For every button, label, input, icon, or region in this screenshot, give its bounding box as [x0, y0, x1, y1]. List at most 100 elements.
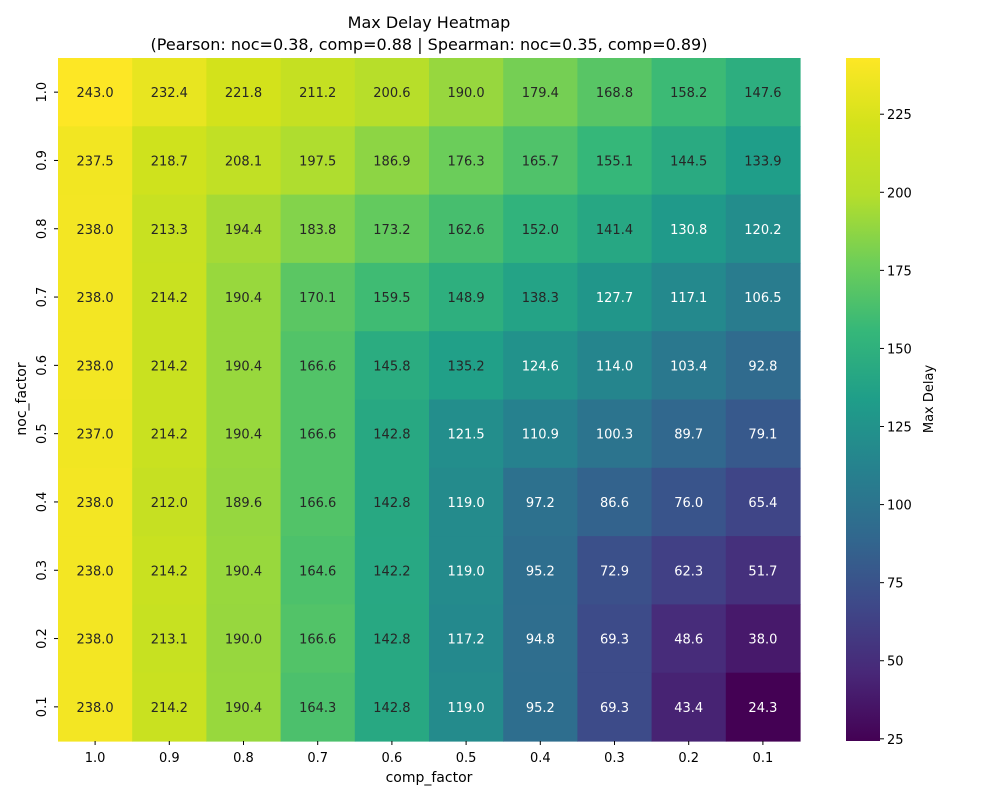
- colorbar-tick-label: 125: [887, 421, 912, 436]
- y-tick-label: 0.1: [35, 697, 50, 718]
- cell-value-label: 190.0: [447, 86, 484, 101]
- heatmap-cell: [58, 126, 133, 196]
- cell-value-label: 212.0: [151, 496, 188, 511]
- cell-value-label: 190.4: [225, 564, 262, 579]
- heatmap-cell: [503, 536, 578, 605]
- heatmap-cell: [651, 262, 727, 332]
- heatmap-cell: [651, 467, 727, 537]
- cell-value-label: 38.0: [748, 633, 777, 648]
- heatmap-cell: [651, 399, 727, 469]
- x-tick-label: 0.8: [233, 751, 254, 766]
- cell-value-label: 94.8: [526, 633, 555, 648]
- cell-value-label: 155.1: [596, 154, 633, 169]
- cell-value-label: 48.6: [674, 633, 703, 648]
- heatmap-cell: [280, 331, 356, 401]
- cell-value-label: 243.0: [76, 86, 113, 101]
- heatmap-cell: [577, 331, 653, 401]
- heatmap-cell: [58, 331, 133, 401]
- heatmap-cell: [206, 331, 282, 401]
- heatmap-cell: [725, 467, 801, 537]
- cell-value-label: 194.4: [225, 223, 262, 238]
- heatmap-cell: [280, 467, 356, 537]
- cell-value-label: 97.2: [526, 496, 555, 511]
- cell-value-label: 183.8: [299, 223, 336, 238]
- cell-value-label: 168.8: [596, 86, 633, 101]
- heatmap-cell: [280, 194, 356, 264]
- heatmap-cell: [503, 262, 578, 332]
- heatmap-cell: [280, 672, 356, 742]
- heatmap-cell: [206, 262, 282, 332]
- cell-value-label: 213.1: [151, 633, 188, 648]
- heatmap-cell: [280, 399, 356, 469]
- heatmap-cell: [429, 672, 504, 742]
- heatmap-cell: [503, 194, 578, 264]
- cell-value-label: 142.2: [373, 564, 410, 579]
- colorbar-tick-label: 75: [887, 577, 904, 592]
- heatmap-cell: [429, 399, 504, 469]
- cell-value-label: 200.6: [373, 86, 410, 101]
- heatmap-cell: [725, 536, 801, 605]
- cell-value-label: 190.4: [225, 428, 262, 443]
- heatmap-cell: [503, 58, 578, 127]
- heatmap-cell: [577, 672, 653, 742]
- heatmap-cell: [58, 262, 133, 332]
- chart-title: Max Delay Heatmap: [348, 13, 511, 32]
- heatmap-cell: [58, 194, 133, 264]
- cell-value-label: 130.8: [670, 223, 707, 238]
- colorbar-tick-label: 175: [887, 264, 912, 279]
- heatmap-cell: [651, 331, 727, 401]
- heatmap-cell: [354, 194, 430, 264]
- colorbar-tick-label: 225: [887, 108, 912, 123]
- cell-value-label: 218.7: [151, 154, 188, 169]
- cell-value-label: 110.9: [522, 428, 559, 443]
- cell-value-label: 114.0: [596, 359, 633, 374]
- heatmap-cell: [725, 126, 801, 196]
- cell-value-label: 189.6: [225, 496, 262, 511]
- cell-value-label: 238.0: [76, 223, 113, 238]
- colorbar-axis: 25 50 75 100 125 150 175 200 225: [880, 108, 912, 748]
- colorbar-tick-label: 150: [887, 342, 912, 357]
- cell-value-label: 76.0: [674, 496, 703, 511]
- cell-value-label: 159.5: [373, 291, 410, 306]
- cell-value-label: 95.2: [526, 701, 555, 716]
- cell-value-label: 138.3: [522, 291, 559, 306]
- cell-value-label: 79.1: [748, 428, 777, 443]
- x-tick-label: 0.7: [307, 751, 328, 766]
- heatmap-cell: [58, 58, 133, 127]
- heatmap-cell: [132, 536, 207, 605]
- cell-value-label: 170.1: [299, 291, 336, 306]
- y-tick-label: 0.7: [35, 287, 50, 308]
- colorbar-tick-label: 50: [887, 655, 904, 670]
- y-axis: 1.0 0.9 0.8 0.7 0.6 0.5 0.4 0.3 0.2 0.1: [35, 82, 58, 717]
- cell-value-label: 214.2: [151, 428, 188, 443]
- cell-value-label: 127.7: [596, 291, 633, 306]
- cell-value-label: 214.2: [151, 701, 188, 716]
- heatmap-cell: [725, 399, 801, 469]
- heatmap-cell: [725, 58, 801, 127]
- heatmap-cell: [429, 604, 504, 674]
- heatmap-cell: [429, 331, 504, 401]
- cell-value-label: 238.0: [76, 291, 113, 306]
- heatmap-cell: [651, 194, 727, 264]
- cell-value-label: 142.8: [373, 701, 410, 716]
- cell-value-label: 141.4: [596, 223, 633, 238]
- cell-value-label: 119.0: [447, 564, 484, 579]
- cell-value-label: 238.0: [76, 633, 113, 648]
- x-tick-label: 1.0: [85, 751, 106, 766]
- cell-value-label: 214.2: [151, 564, 188, 579]
- cell-value-label: 214.2: [151, 359, 188, 374]
- y-tick-label: 0.8: [35, 218, 50, 239]
- cell-value-label: 190.4: [225, 359, 262, 374]
- cell-value-label: 95.2: [526, 564, 555, 579]
- cell-value-label: 117.2: [447, 633, 484, 648]
- heatmap-cell: [725, 604, 801, 674]
- heatmap-cell: [280, 604, 356, 674]
- heatmap-cell: [577, 399, 653, 469]
- y-tick-label: 0.4: [35, 492, 50, 513]
- cell-value-label: 69.3: [600, 633, 629, 648]
- heatmap-cell: [725, 194, 801, 264]
- cell-value-label: 89.7: [674, 428, 703, 443]
- cell-value-label: 144.5: [670, 154, 707, 169]
- heatmap-cell: [354, 126, 430, 196]
- y-tick-label: 1.0: [35, 82, 50, 103]
